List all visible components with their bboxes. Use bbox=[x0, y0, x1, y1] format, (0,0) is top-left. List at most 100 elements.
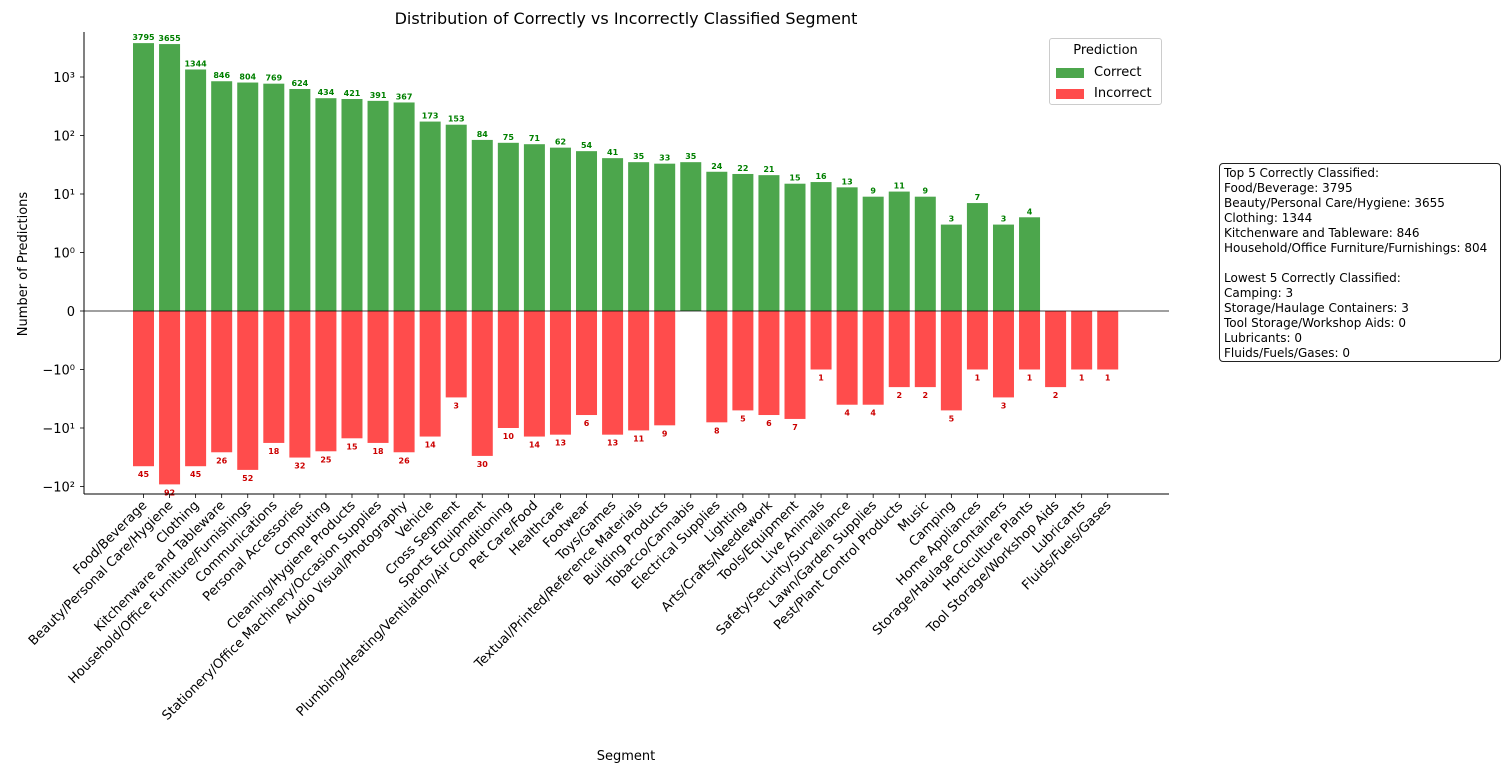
bar-label-incorrect: 6 bbox=[766, 419, 772, 428]
chart-title: Distribution of Correctly vs Incorrectly… bbox=[395, 9, 858, 28]
bar-label-correct: 3 bbox=[1001, 215, 1007, 224]
bar-label-incorrect: 5 bbox=[740, 414, 746, 423]
bar-incorrect bbox=[1019, 311, 1041, 370]
summary-info-box: Top 5 Correctly Classified: Food/Beverag… bbox=[1219, 163, 1501, 362]
bar-label-incorrect: 14 bbox=[529, 441, 541, 450]
bar-label-correct: 3 bbox=[949, 215, 955, 224]
bar-label-correct: 846 bbox=[213, 71, 230, 80]
info-line: Lubricants: 0 bbox=[1224, 331, 1302, 345]
bar-label-incorrect: 13 bbox=[555, 439, 566, 448]
bar-label-correct: 33 bbox=[659, 154, 670, 163]
bar-labels-group: 3795453655921344458462680452769186243243… bbox=[132, 33, 1111, 497]
bar-label-correct: 173 bbox=[422, 112, 439, 121]
bar-incorrect bbox=[992, 311, 1014, 398]
bar-correct bbox=[263, 83, 285, 311]
bar-label-correct: 84 bbox=[477, 130, 489, 139]
bar-label-correct: 367 bbox=[396, 92, 413, 101]
info-line: Fluids/Fuels/Gases: 0 bbox=[1224, 346, 1350, 360]
bar-label-incorrect: 25 bbox=[320, 455, 332, 464]
bar-correct bbox=[471, 139, 493, 311]
bar-incorrect bbox=[706, 311, 728, 423]
bars-group bbox=[133, 43, 1119, 485]
bar-label-incorrect: 92 bbox=[164, 488, 175, 497]
info-line: Storage/Haulage Containers: 3 bbox=[1224, 301, 1409, 315]
bar-incorrect bbox=[341, 311, 363, 439]
bar-label-correct: 3655 bbox=[158, 34, 181, 43]
bar-label-incorrect: 14 bbox=[425, 441, 437, 450]
bar-label-incorrect: 18 bbox=[268, 447, 280, 456]
bar-label-correct: 9 bbox=[923, 187, 929, 196]
y-tick-label: 10⁰ bbox=[53, 247, 75, 262]
bar-correct bbox=[680, 162, 702, 311]
info-line: Clothing: 1344 bbox=[1224, 211, 1313, 225]
info-line bbox=[1224, 256, 1496, 271]
bar-label-correct: 3795 bbox=[132, 33, 155, 42]
bar-label-incorrect: 52 bbox=[242, 474, 253, 483]
bar-incorrect bbox=[211, 311, 233, 453]
bar-label-correct: 153 bbox=[448, 115, 465, 124]
bar-label-incorrect: 15 bbox=[346, 442, 358, 451]
bar-incorrect bbox=[1097, 311, 1119, 370]
bar-incorrect bbox=[159, 311, 181, 485]
bar-correct bbox=[237, 82, 259, 312]
bar-correct bbox=[393, 102, 415, 311]
bar-label-incorrect: 3 bbox=[453, 401, 459, 410]
bar-label-incorrect: 26 bbox=[216, 456, 228, 465]
bar-correct bbox=[628, 162, 650, 311]
bar-correct bbox=[185, 69, 207, 311]
bar-correct bbox=[732, 173, 754, 311]
bar-correct bbox=[445, 124, 467, 311]
bar-incorrect bbox=[602, 311, 624, 435]
bar-label-incorrect: 4 bbox=[870, 409, 876, 418]
bar-incorrect bbox=[133, 311, 154, 467]
legend: Prediction Correct Incorrect bbox=[1049, 38, 1162, 105]
bar-label-correct: 434 bbox=[318, 88, 335, 97]
bar-label-correct: 15 bbox=[789, 174, 801, 183]
bar-label-incorrect: 10 bbox=[503, 432, 515, 441]
bar-incorrect bbox=[914, 311, 936, 388]
info-line: Tool Storage/Workshop Aids: 0 bbox=[1224, 316, 1407, 330]
bar-label-incorrect: 2 bbox=[896, 391, 902, 400]
info-line: Top 5 Correctly Classified: bbox=[1224, 166, 1380, 180]
bar-correct bbox=[315, 98, 337, 311]
bar-incorrect bbox=[862, 311, 884, 405]
y-tick-label: −10⁰ bbox=[42, 364, 75, 379]
bar-incorrect bbox=[185, 311, 207, 467]
legend-title: Prediction bbox=[1073, 43, 1138, 58]
bar-correct bbox=[549, 147, 571, 311]
bar-correct bbox=[367, 100, 389, 311]
info-line: Household/Office Furniture/Furnishings: … bbox=[1224, 241, 1488, 255]
bar-label-incorrect: 1 bbox=[1027, 374, 1033, 383]
bar-label-correct: 7 bbox=[975, 193, 981, 202]
bar-correct bbox=[940, 224, 962, 311]
legend-item-incorrect: Incorrect bbox=[1056, 86, 1152, 102]
bar-label-correct: 421 bbox=[344, 89, 361, 98]
bar-label-correct: 11 bbox=[894, 182, 906, 191]
bar-correct bbox=[888, 191, 910, 311]
bar-incorrect bbox=[654, 311, 676, 426]
bar-label-correct: 9 bbox=[870, 187, 876, 196]
bar-label-incorrect: 4 bbox=[844, 409, 850, 418]
info-line: Food/Beverage: 3795 bbox=[1224, 181, 1353, 195]
bar-label-incorrect: 30 bbox=[477, 460, 489, 469]
bar-incorrect bbox=[966, 311, 988, 370]
bar-label-correct: 1344 bbox=[184, 59, 207, 68]
legend-item-correct: Correct bbox=[1056, 65, 1141, 81]
bar-label-correct: 35 bbox=[685, 152, 697, 161]
bar-incorrect bbox=[237, 311, 259, 470]
bar-correct bbox=[914, 196, 936, 311]
bar-label-incorrect: 2 bbox=[923, 391, 929, 400]
bar-label-incorrect: 9 bbox=[662, 429, 668, 438]
bar-label-correct: 22 bbox=[737, 164, 748, 173]
bar-label-incorrect: 5 bbox=[949, 414, 955, 423]
bar-label-correct: 41 bbox=[607, 148, 619, 157]
bar-incorrect bbox=[263, 311, 285, 443]
bar-correct bbox=[497, 142, 519, 311]
bar-incorrect bbox=[732, 311, 754, 411]
bar-correct bbox=[758, 175, 780, 311]
bar-label-incorrect: 1 bbox=[1079, 374, 1085, 383]
y-tick-label: 10² bbox=[53, 130, 75, 145]
bar-incorrect bbox=[367, 311, 389, 443]
